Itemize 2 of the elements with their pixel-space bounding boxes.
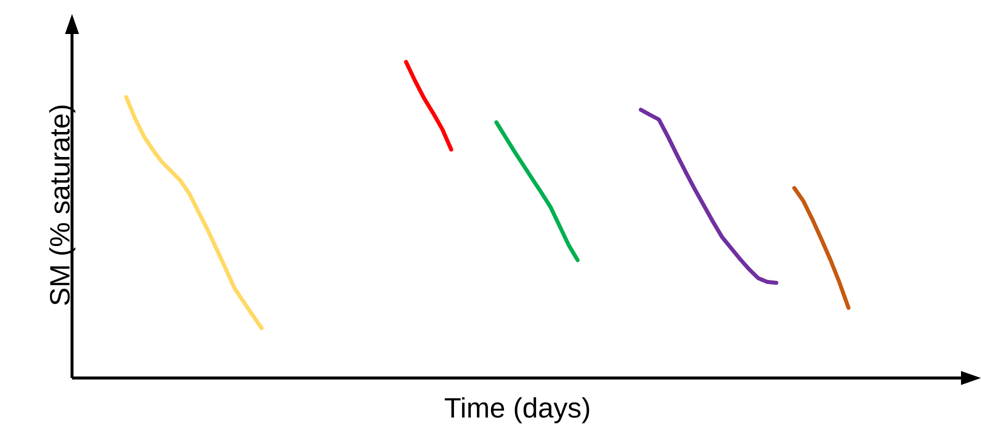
x-axis-title: Time (days) [444,397,590,424]
y-axis-title: SM (% saturate) [49,106,76,305]
